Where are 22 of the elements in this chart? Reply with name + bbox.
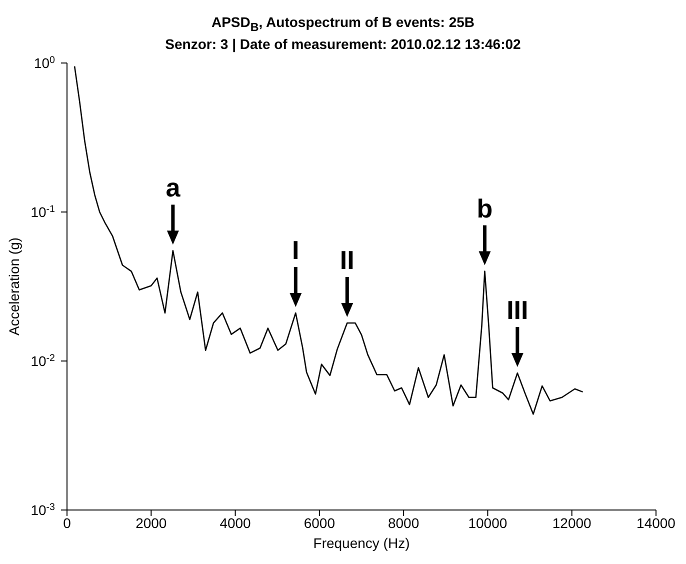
y-tick-label: 10$^{-1}$ bbox=[30, 204, 55, 220]
annotation: I bbox=[292, 234, 300, 265]
y-tick-label: 10$^{-3}$ bbox=[30, 502, 56, 518]
x-tick-label: 4000 bbox=[220, 514, 252, 531]
x-axis-title: Frequency (Hz) bbox=[313, 535, 410, 551]
chart-title: APSD$_{B}$, Autospectrum of B events: 25B bbox=[211, 14, 475, 34]
y-tick-label: 10$^{-2}$ bbox=[30, 352, 55, 369]
annotation: II bbox=[340, 244, 354, 275]
y-axis-title: Acceleration (g) bbox=[6, 237, 22, 336]
annotation: III bbox=[506, 295, 528, 326]
x-tick-label: 12000 bbox=[552, 514, 592, 531]
x-tick-label: 2000 bbox=[136, 514, 167, 531]
x-tick-label: 10000 bbox=[468, 514, 508, 531]
x-tick-label: 14000 bbox=[636, 514, 676, 531]
x-tick-label: 6000 bbox=[304, 514, 336, 531]
annotation: b bbox=[476, 193, 493, 224]
x-tick-label: 0 bbox=[63, 514, 72, 531]
chart-subtitle: Senzor: 3 | Date of measurement: 2010.02.12 13:46:02 bbox=[165, 36, 521, 52]
annotation: a bbox=[166, 172, 181, 203]
y-tick-label: 10$^{0}$ bbox=[34, 54, 56, 71]
line-series bbox=[74, 66, 584, 415]
x-tick-label: 8000 bbox=[388, 514, 420, 531]
